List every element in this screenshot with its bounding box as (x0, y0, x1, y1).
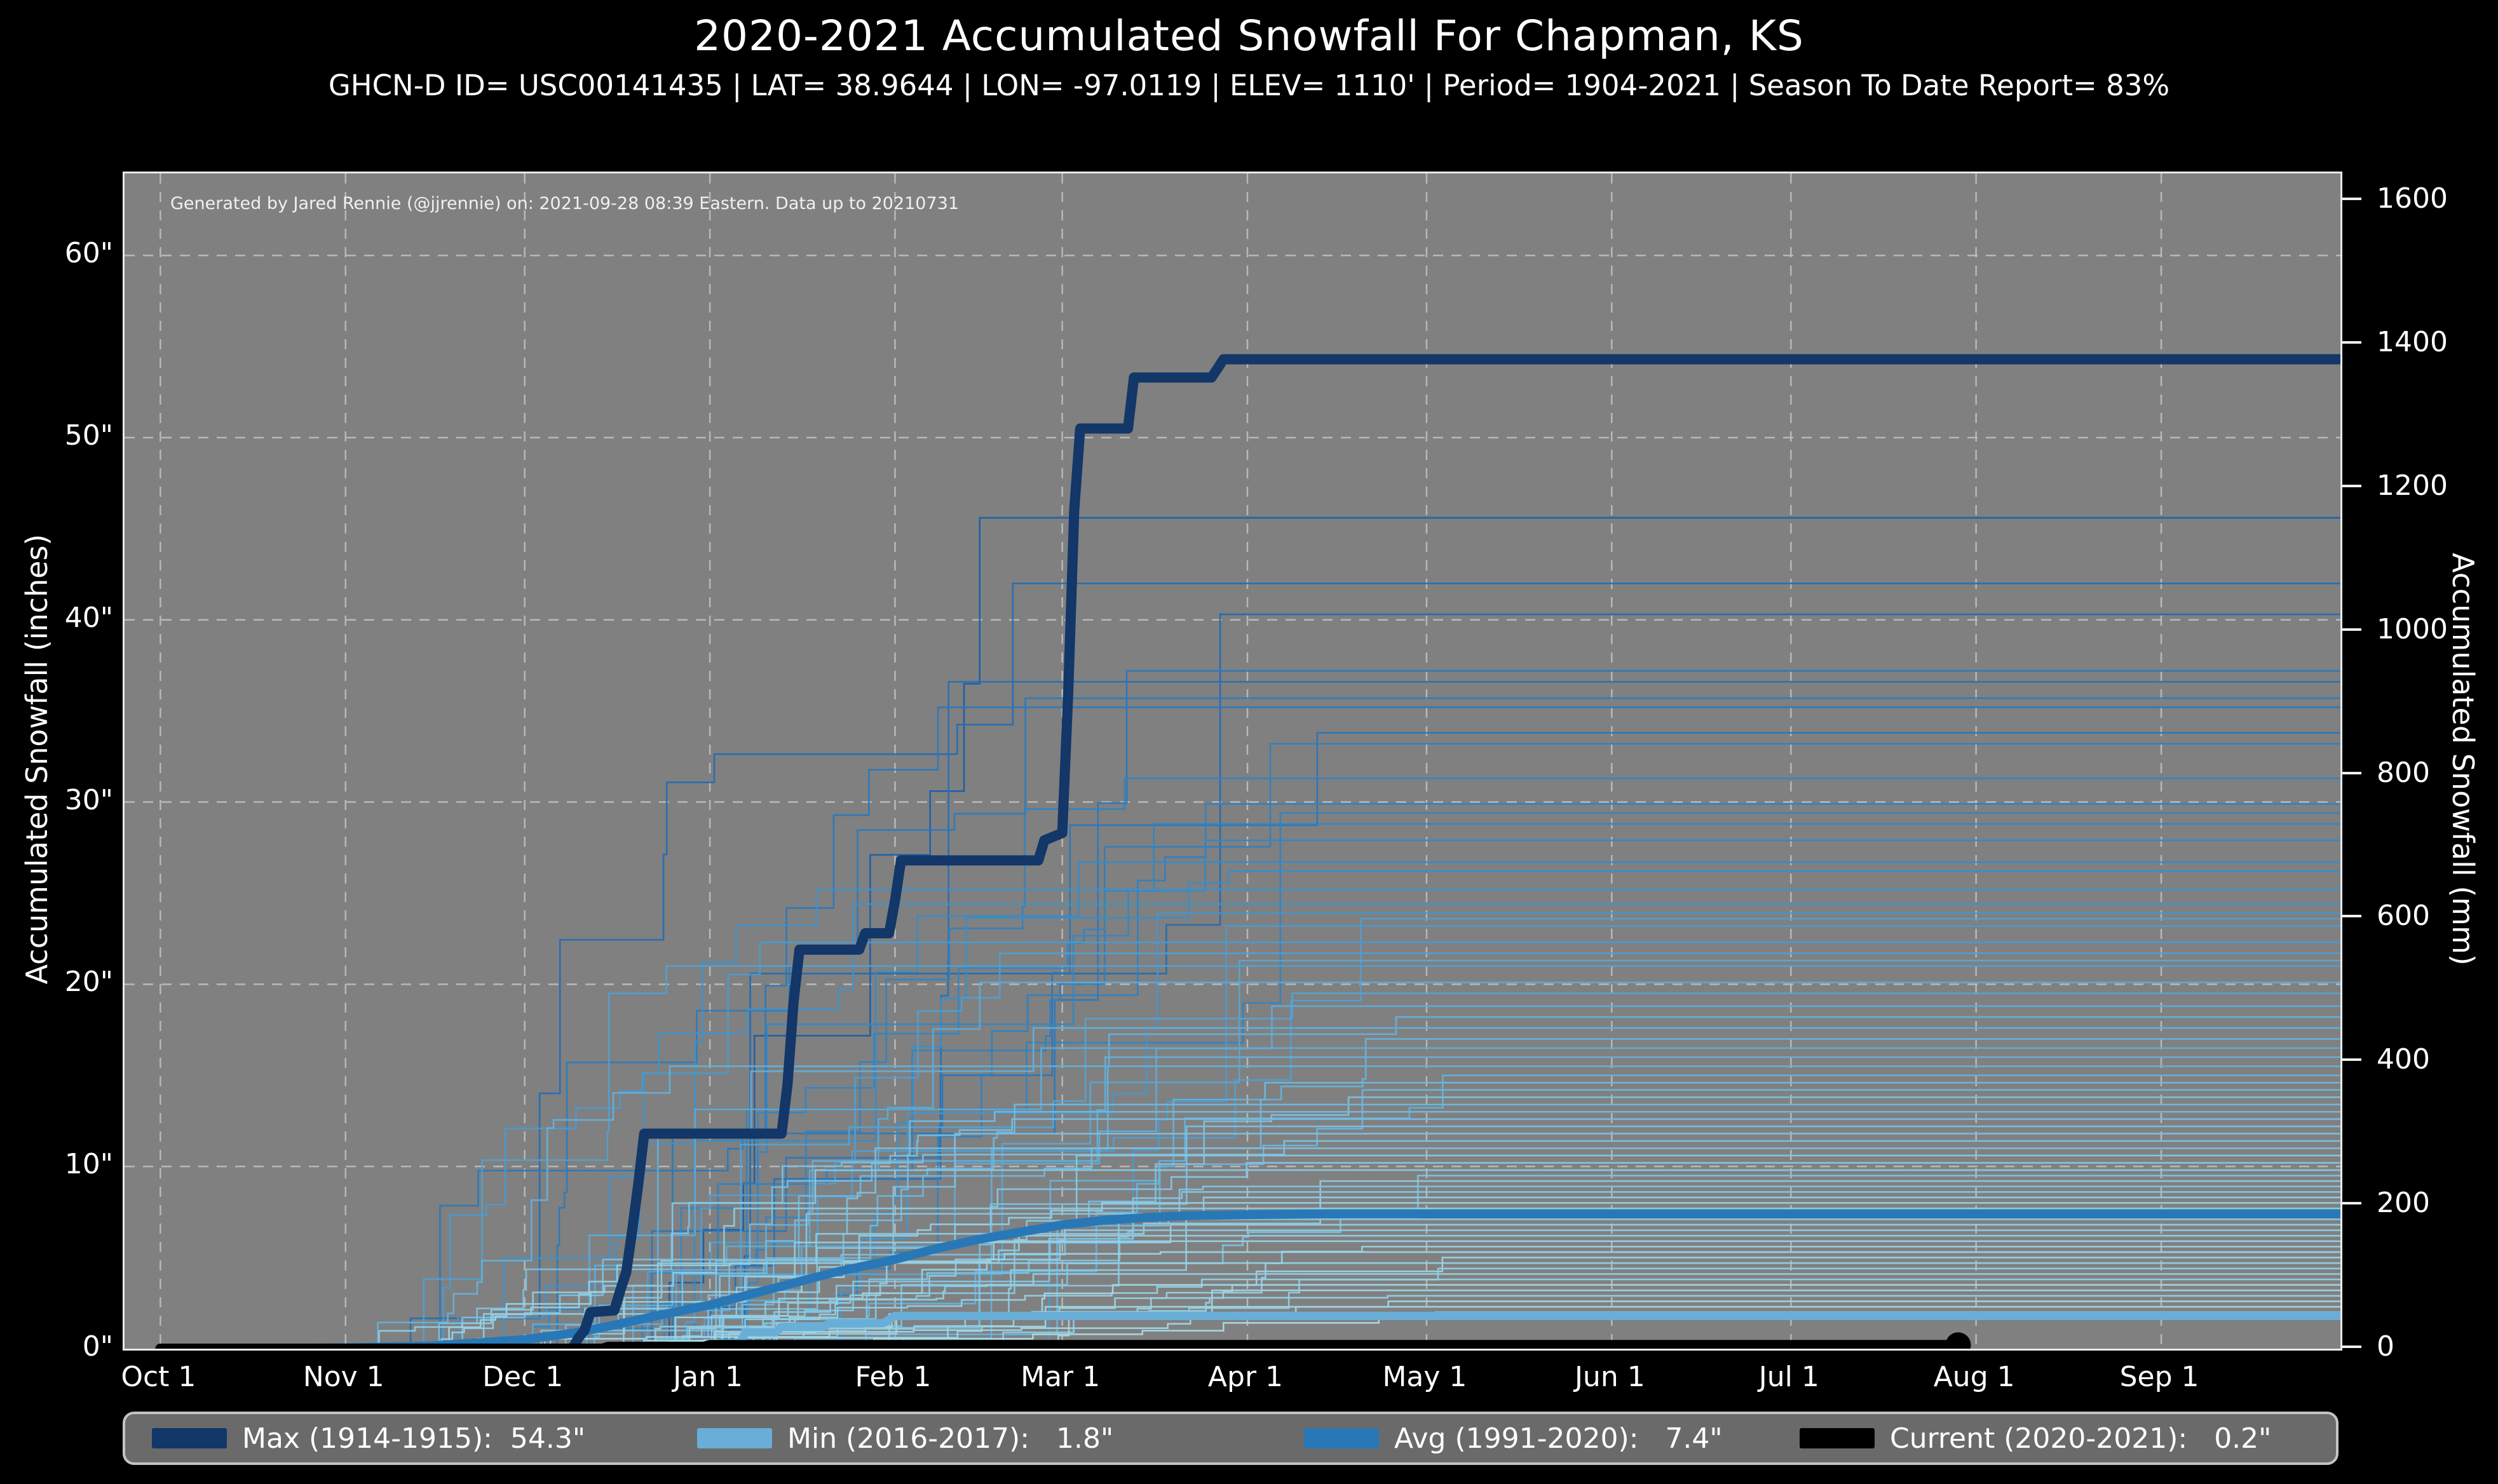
y-right-tick-mark (2341, 198, 2361, 201)
plot-area: Generated by Jared Rennie (@jjrennie) on… (123, 172, 2342, 1351)
x-tick-label: Feb 1 (855, 1361, 932, 1393)
legend-label-max: Max (1914-1915): 54.3" (242, 1422, 586, 1455)
legend-label-current: Current (2020-2021): 0.2" (1890, 1422, 2272, 1455)
y-right-tick-mark (2341, 484, 2361, 487)
y-right-tick-mark (2341, 1346, 2361, 1348)
y-right-tick-label: 400 (2377, 1043, 2430, 1076)
y-left-tick-label: 40" (64, 601, 113, 634)
y-right-tick-mark (2341, 341, 2361, 344)
x-tick-label: Dec 1 (482, 1361, 564, 1393)
y-right-tick-label: 1400 (2377, 326, 2448, 359)
x-tick-label: Aug 1 (1933, 1361, 2015, 1393)
y-right-tick-label: 1600 (2377, 182, 2448, 215)
legend-item-min: Min (2016-2017): 1.8" (697, 1414, 1113, 1462)
x-tick-label: Oct 1 (121, 1361, 196, 1393)
y-right-tick-label: 0 (2377, 1330, 2394, 1363)
legend: Max (1914-1915): 54.3" Min (2016-2017): … (123, 1412, 2338, 1465)
plot-svg (125, 173, 2340, 1349)
legend-swatch-current (1800, 1428, 1875, 1448)
y-left-tick-label: 60" (64, 237, 113, 270)
x-tick-label: Sep 1 (2119, 1361, 2199, 1393)
y-right-tick-label: 200 (2377, 1187, 2430, 1220)
y-left-tick-label: 0" (82, 1330, 113, 1363)
y-left-tick-label: 10" (64, 1148, 113, 1181)
y-right-tick-label: 800 (2377, 756, 2430, 789)
y-left-tick-label: 20" (64, 966, 113, 999)
x-tick-label: May 1 (1382, 1361, 1467, 1393)
y-axis-right-title: Accumulated Snowfall (mm) (2446, 553, 2480, 966)
chart-subtitle: GHCN-D ID= USC00141435 | LAT= 38.9644 | … (328, 69, 2170, 102)
x-tick-label: Apr 1 (1207, 1361, 1284, 1393)
x-tick-label: Nov 1 (302, 1361, 384, 1393)
legend-item-avg: Avg (1991-2020): 7.4" (1304, 1414, 1723, 1462)
y-left-tick-label: 50" (64, 419, 113, 452)
attribution-note: Generated by Jared Rennie (@jjrennie) on… (170, 194, 960, 213)
y-right-tick-mark (2341, 1058, 2361, 1062)
legend-swatch-min (697, 1428, 772, 1448)
y-right-tick-mark (2341, 628, 2361, 631)
legend-label-min: Min (2016-2017): 1.8" (787, 1422, 1114, 1455)
x-tick-label: Jun 1 (1574, 1361, 1645, 1393)
legend-item-max: Max (1914-1915): 54.3" (152, 1414, 585, 1462)
y-right-tick-mark (2341, 771, 2361, 774)
x-tick-label: Jul 1 (1758, 1361, 1819, 1393)
x-tick-label: Jan 1 (673, 1361, 743, 1393)
x-tick-label: Mar 1 (1021, 1361, 1101, 1393)
y-right-tick-mark (2341, 1202, 2361, 1205)
y-left-tick-label: 30" (64, 783, 113, 816)
y-right-tick-label: 600 (2377, 900, 2430, 933)
legend-label-avg: Avg (1991-2020): 7.4" (1394, 1422, 1723, 1455)
legend-swatch-max (152, 1428, 227, 1448)
y-right-tick-mark (2341, 915, 2361, 918)
legend-item-current: Current (2020-2021): 0.2" (1800, 1414, 2271, 1462)
chart-title: 2020-2021 Accumulated Snowfall For Chapm… (694, 11, 1804, 60)
y-right-tick-label: 1000 (2377, 612, 2448, 645)
y-axis-left-title: Accumulated Snowfall (inches) (20, 534, 54, 985)
y-right-tick-label: 1200 (2377, 469, 2448, 502)
legend-swatch-avg (1304, 1428, 1379, 1448)
